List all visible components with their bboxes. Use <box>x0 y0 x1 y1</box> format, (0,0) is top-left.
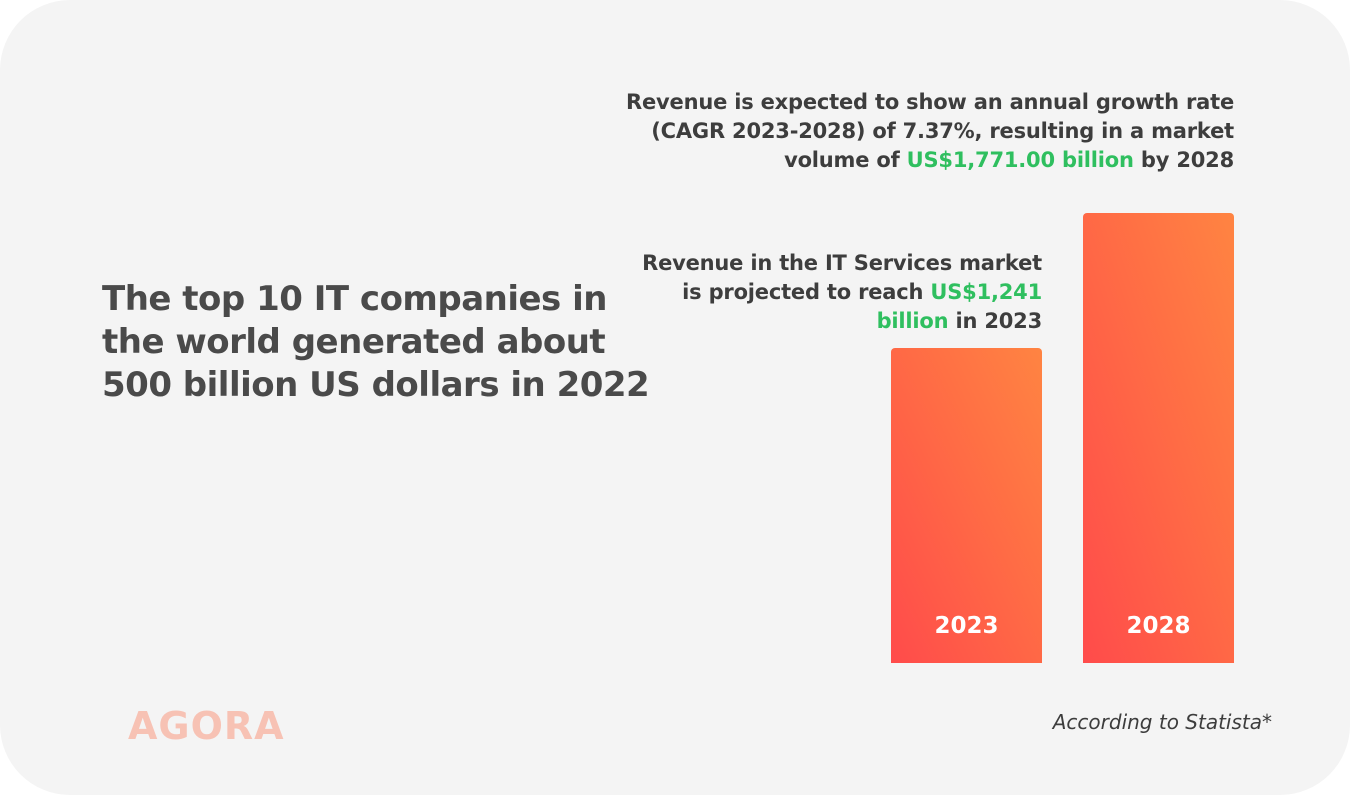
annotation-2023-text: Revenue in the IT Services market is pro… <box>642 251 1042 304</box>
annotation-2028-value: US$1,771.00 billion <box>906 148 1134 172</box>
annotation-2028-suffix: by 2028 <box>1133 148 1234 172</box>
bar-label-2028: 2028 <box>1126 613 1191 639</box>
bar-2028: 2028 <box>1083 213 1234 663</box>
headline: The top 10 IT companies in the world gen… <box>102 279 650 405</box>
annotation-2023-value: US$1,241 billion <box>876 280 1043 333</box>
annotation-2028: Revenue is expected to show an annual gr… <box>614 88 1234 175</box>
bar-2023: 2023 <box>891 348 1042 663</box>
agora-logo: AGORA <box>128 704 285 748</box>
annotation-2023-suffix: in 2023 <box>948 309 1042 333</box>
annotation-2028-text: Revenue is expected to show an annual gr… <box>626 90 1234 172</box>
source-note: According to Statista* <box>1052 710 1272 734</box>
bar-label-2023: 2023 <box>934 613 999 639</box>
annotation-2023: Revenue in the IT Services market is pro… <box>622 249 1042 336</box>
